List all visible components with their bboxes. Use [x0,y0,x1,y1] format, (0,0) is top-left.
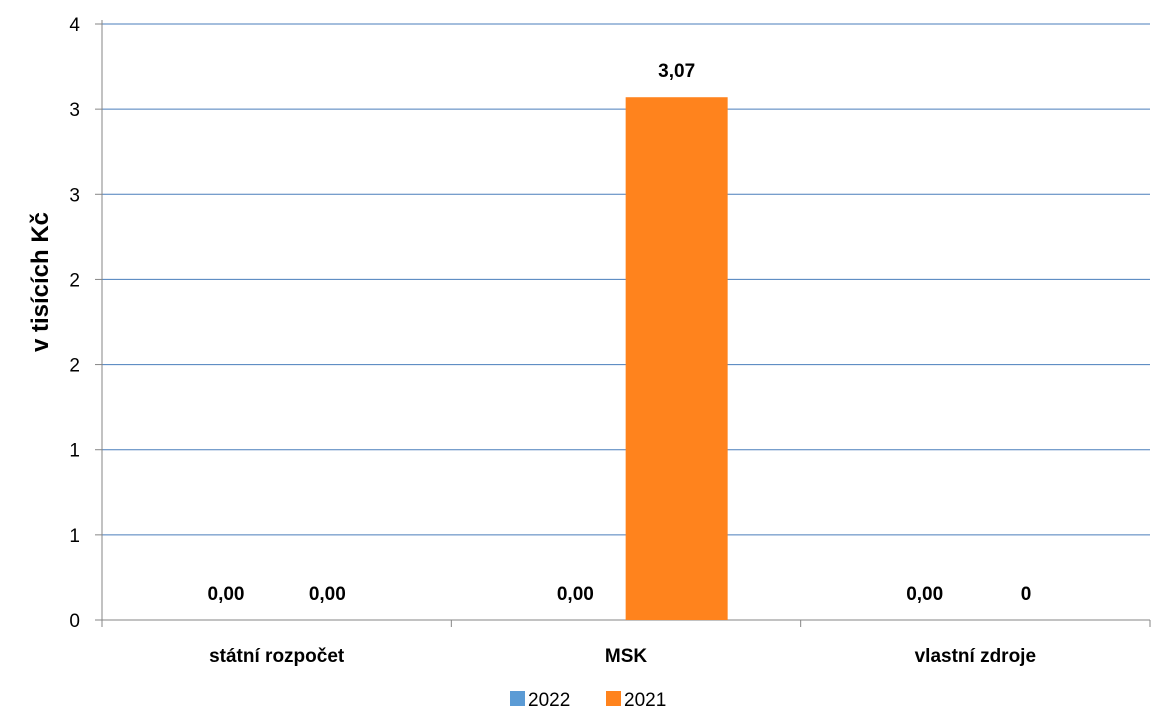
bars [625,97,728,621]
y-tick-label: 1 [69,526,80,547]
y-tick-labels: 0 1 1 2 2 3 3 4 [69,15,80,632]
y-tick-label: 1 [69,441,80,462]
y-tick-label: 2 [69,270,80,291]
data-label: 0,00 [309,584,346,605]
y-tick-label: 4 [69,15,80,36]
data-label: 3,07 [658,61,695,82]
category-label: MSK [605,646,648,667]
y-tick-label: 0 [69,611,80,632]
category-labels: státní rozpočet MSK vlastní zdroje [209,646,1036,667]
category-label: vlastní zdroje [915,646,1036,667]
y-tick-label: 2 [69,356,80,377]
axes [95,20,1151,627]
y-tick-label: 3 [69,185,80,206]
legend-swatch-2021 [606,691,621,706]
y-tick-label: 3 [69,100,80,121]
bar-2021 [625,97,728,621]
legend-label: 2022 [528,690,570,711]
data-label: 0,00 [208,584,245,605]
category-label: státní rozpočet [209,646,345,667]
legend-swatch-2022 [510,691,525,706]
legend-label: 2021 [624,690,666,711]
data-labels: 0,00 0,00 0,00 3,07 0,00 0 [208,61,1032,605]
data-label: 0 [1021,584,1032,605]
data-label: 0,00 [557,584,594,605]
data-label: 0,00 [906,584,943,605]
y-axis-label: v tisících Kč [27,212,54,352]
legend: 2022 2021 [510,690,666,711]
